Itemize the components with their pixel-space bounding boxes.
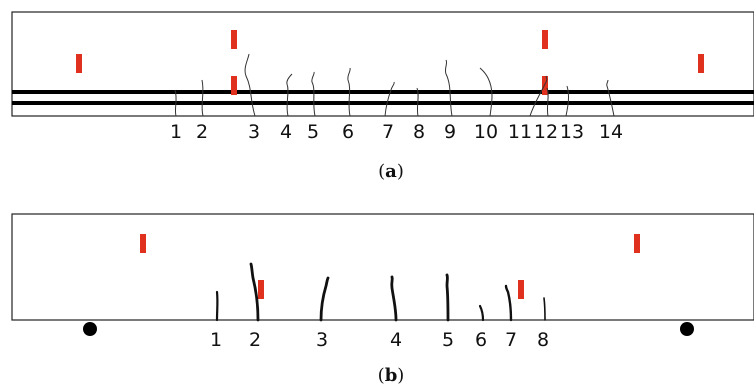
crack-a-14 xyxy=(606,79,615,117)
crack-a-10 xyxy=(479,67,493,117)
crack-label-b-6: 6 xyxy=(475,329,487,351)
strain-gauge-a6 xyxy=(698,54,704,73)
support-right xyxy=(680,322,694,336)
crack-label-a-6: 6 xyxy=(342,121,354,143)
crack-label-a-4: 4 xyxy=(280,121,292,143)
strain-gauge-b3 xyxy=(518,280,524,299)
crack-a-3 xyxy=(244,53,256,117)
crack-a-11 xyxy=(529,75,548,117)
crack-label-a-13: 13 xyxy=(560,121,584,143)
crack-a-9 xyxy=(444,59,453,117)
strain-gauge-a1 xyxy=(76,54,82,73)
crack-label-a-11: 11 xyxy=(508,121,532,143)
crack-a-4 xyxy=(286,73,293,117)
crack-label-a-3: 3 xyxy=(248,121,260,143)
crack-a-6 xyxy=(347,67,351,117)
strain-gauge-b4 xyxy=(634,234,640,253)
strain-gauge-a3 xyxy=(231,76,237,95)
crack-label-a-1: 1 xyxy=(170,121,182,143)
crack-label-b-1: 1 xyxy=(210,329,222,351)
crack-a-2 xyxy=(201,79,204,117)
crack-b-6 xyxy=(478,304,485,322)
panel-a: 1 2 3 4 5 6 7 8 9 10 11 12 13 14 (a) xyxy=(11,11,754,182)
crack-b-8 xyxy=(543,297,546,321)
crack-a-12 xyxy=(546,87,549,117)
crack-label-a-2: 2 xyxy=(196,121,208,143)
crack-label-a-7: 7 xyxy=(382,121,394,143)
panel-b: 1 2 3 4 5 6 7 8 (b) xyxy=(11,213,754,386)
crack-label-b-8: 8 xyxy=(537,329,549,351)
crack-b-5 xyxy=(445,273,450,322)
crack-label-b-3: 3 xyxy=(316,329,328,351)
crack-a-1 xyxy=(174,89,177,117)
panel-b-caption: (b) xyxy=(378,365,405,386)
crack-b-7 xyxy=(504,284,513,322)
support-left xyxy=(83,322,97,336)
crack-label-a-8: 8 xyxy=(413,121,425,143)
crack-label-b-2: 2 xyxy=(249,329,261,351)
crack-b-2 xyxy=(249,262,260,322)
strain-gauge-a4 xyxy=(542,30,548,49)
strain-gauge-a2 xyxy=(231,30,237,49)
beam-outline-a xyxy=(11,11,754,117)
strain-gauge-b2 xyxy=(258,280,264,299)
crack-label-a-10: 10 xyxy=(474,121,498,143)
crack-label-a-12: 12 xyxy=(534,121,558,143)
crack-b-3 xyxy=(319,276,330,322)
crack-a-13 xyxy=(565,85,570,117)
crack-label-b-5: 5 xyxy=(442,329,454,351)
crack-label-b-7: 7 xyxy=(505,329,517,351)
crack-label-b-4: 4 xyxy=(390,329,402,351)
crack-b-4 xyxy=(390,275,398,322)
crack-label-a-9: 9 xyxy=(444,121,456,143)
crack-a-7 xyxy=(384,81,395,117)
crack-label-a-5: 5 xyxy=(307,121,319,143)
crack-a-5 xyxy=(311,71,316,117)
strain-gauge-a5 xyxy=(542,76,548,95)
strain-gauge-b1 xyxy=(140,234,146,253)
beam-outline-b xyxy=(11,213,754,321)
panel-a-caption: (a) xyxy=(378,161,404,182)
crack-a-8 xyxy=(416,87,419,117)
crack-label-a-14: 14 xyxy=(599,121,623,143)
